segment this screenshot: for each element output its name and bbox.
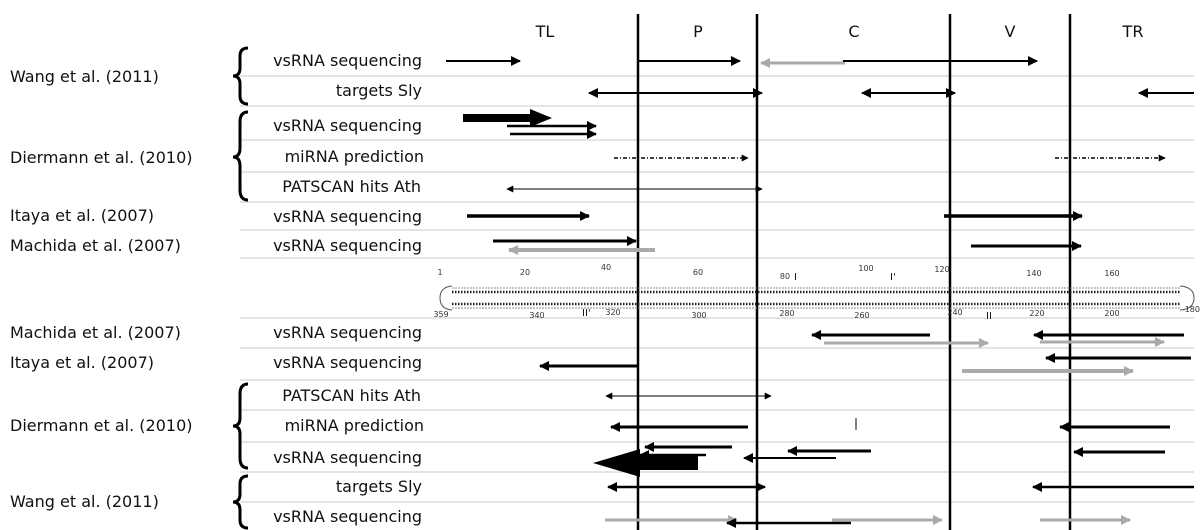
structure-tick: 120 — [934, 265, 949, 274]
structure-tick: 1 — [437, 268, 442, 277]
method-label: PATSCAN hits Ath — [282, 386, 421, 405]
method-label: vsRNA sequencing — [273, 448, 422, 467]
structure-right-cap — [1179, 285, 1195, 311]
region-label-v: V — [1005, 22, 1016, 41]
region-labels: TL P C V TR — [535, 22, 1144, 41]
region-boundaries — [636, 14, 1072, 530]
viroid-structure: 1 20 40 60 80 100 120 140 160 359 340 32… — [433, 263, 1200, 322]
region-label-c: C — [848, 22, 859, 41]
loop-label: II — [986, 311, 992, 322]
structure-tick: 220 — [1029, 309, 1044, 318]
region-label-p: P — [693, 22, 703, 41]
loop-label: II' — [582, 308, 591, 319]
brace-diermann-bottom — [232, 382, 249, 470]
structure-tick: 300 — [691, 311, 706, 320]
study-label: Itaya et al. (2007) — [10, 353, 154, 372]
method-label: vsRNA sequencing — [273, 507, 422, 526]
structure-tick: 260 — [854, 311, 869, 320]
study-label: Machida et al. (2007) — [10, 236, 181, 255]
structure-tick: 200 — [1104, 309, 1119, 318]
method-label: vsRNA sequencing — [273, 207, 422, 226]
structure-tick: 140 — [1026, 269, 1041, 278]
structure-loop-labels: I I' II II' — [582, 272, 992, 322]
structure-top-ticks: 1 20 40 60 80 100 120 140 160 — [437, 263, 1119, 281]
method-label: targets Sly — [336, 477, 422, 496]
brace-wang-top — [232, 46, 249, 106]
study-label: Diermann et al. (2010) — [10, 148, 193, 167]
method-label: vsRNA sequencing — [273, 353, 422, 372]
thick-arrow — [463, 109, 552, 127]
study-label: Itaya et al. (2007) — [10, 206, 154, 225]
region-label-tr: TR — [1122, 22, 1144, 41]
structure-bottom-ticks: 359 340 320 300 280 260 240 220 200 180 — [433, 305, 1200, 320]
structure-tick: 160 — [1104, 269, 1119, 278]
method-label: targets Sly — [336, 81, 422, 100]
brace-diermann-top — [232, 110, 249, 202]
study-labels: Wang et al. (2011) Diermann et al. (2010… — [10, 67, 193, 511]
structure-tick: 340 — [529, 311, 544, 320]
method-label: miRNA prediction — [285, 147, 424, 166]
structure-tick: 40 — [601, 263, 611, 272]
structure-tick: 280 — [779, 309, 794, 318]
sequence-arrows — [446, 56, 1194, 528]
structure-tick: 20 — [520, 268, 530, 277]
method-label: miRNA prediction — [285, 416, 424, 435]
brace-wang-bottom — [232, 474, 249, 530]
structure-left-cap — [439, 285, 453, 311]
study-label: Wang et al. (2011) — [10, 67, 159, 86]
method-label: PATSCAN hits Ath — [282, 177, 421, 196]
thick-arrow — [593, 449, 698, 477]
loop-label: I — [794, 272, 797, 283]
row-grid-lines — [240, 75, 1194, 503]
study-braces — [232, 46, 249, 530]
structure-tick: 180 — [1185, 305, 1200, 314]
structure-tick: 359 — [433, 310, 448, 319]
study-label: Diermann et al. (2010) — [10, 416, 193, 435]
method-label: vsRNA sequencing — [273, 323, 422, 342]
structure-tick: 240 — [947, 308, 962, 317]
study-label: Wang et al. (2011) — [10, 492, 159, 511]
structure-tick: 100 — [858, 264, 873, 273]
region-label-tl: TL — [535, 22, 555, 41]
loop-label: I' — [890, 272, 896, 283]
structure-tick: 80 — [780, 272, 790, 281]
method-label: vsRNA sequencing — [273, 236, 422, 255]
study-label: Machida et al. (2007) — [10, 323, 181, 342]
method-label: vsRNA sequencing — [273, 51, 422, 70]
method-label: vsRNA sequencing — [273, 116, 422, 135]
method-labels: vsRNA sequencing targets Sly vsRNA seque… — [273, 51, 424, 526]
structure-tick: 320 — [605, 308, 620, 317]
structure-tick: 60 — [693, 268, 703, 277]
